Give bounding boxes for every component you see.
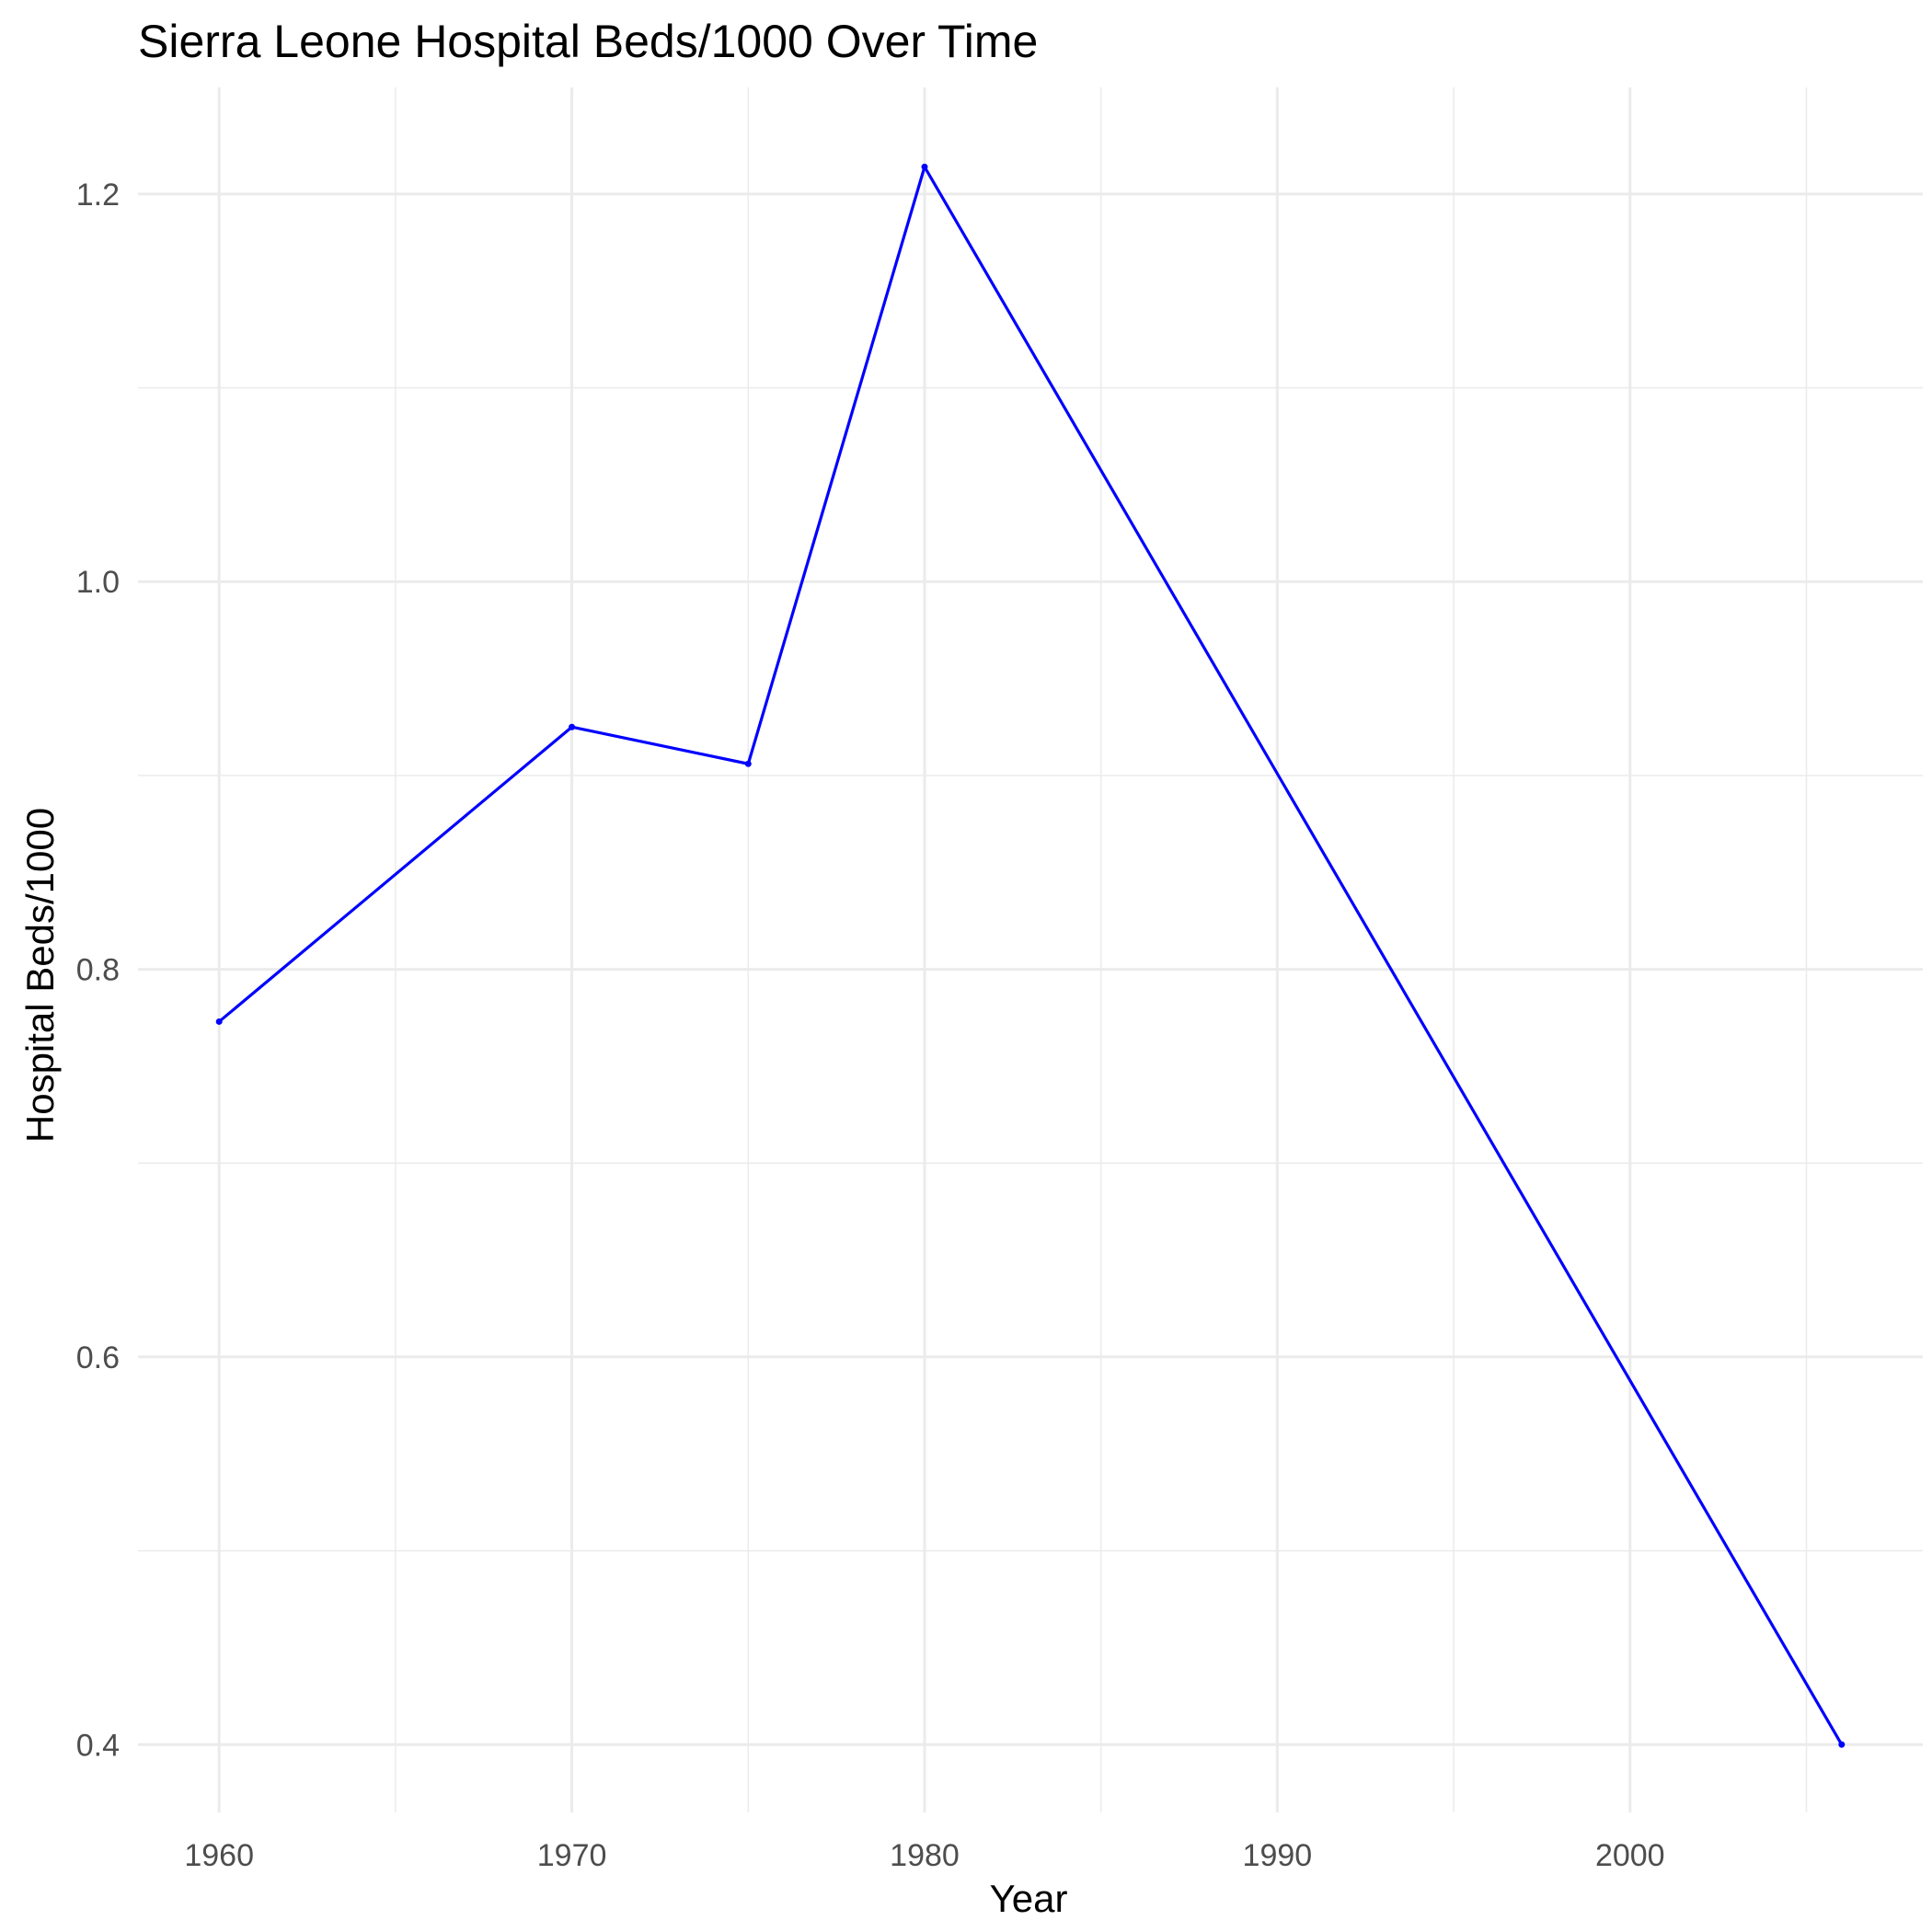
data-point (744, 760, 752, 767)
data-point (215, 1018, 223, 1025)
y-tick-label: 0.8 (76, 953, 120, 988)
data-point (569, 723, 576, 730)
x-tick-label: 2000 (1595, 1838, 1665, 1873)
series-line (218, 165, 1844, 1746)
x-axis-title: Year (990, 1877, 1068, 1920)
chart-title: Sierra Leone Hospital Beds/1000 Over Tim… (138, 16, 1038, 67)
y-axis-ticks: 0.4 0.6 0.8 1.0 1.2 (76, 178, 120, 1763)
y-tick-label: 0.6 (76, 1340, 120, 1375)
y-tick-label: 1.0 (76, 565, 120, 600)
grid-lines (138, 87, 1923, 1812)
x-tick-label: 1980 (890, 1838, 960, 1873)
y-tick-label: 1.2 (76, 178, 120, 213)
data-series (215, 163, 1846, 1748)
x-tick-label: 1970 (537, 1838, 607, 1873)
y-axis-title: Hospital Beds/1000 (18, 808, 62, 1143)
y-tick-label: 0.4 (76, 1728, 120, 1763)
data-point (1838, 1741, 1846, 1748)
x-axis-ticks: 1960 1970 1980 1990 2000 (184, 1838, 1664, 1873)
x-tick-label: 1960 (184, 1838, 254, 1873)
data-point (921, 163, 928, 170)
x-tick-label: 1990 (1243, 1838, 1313, 1873)
